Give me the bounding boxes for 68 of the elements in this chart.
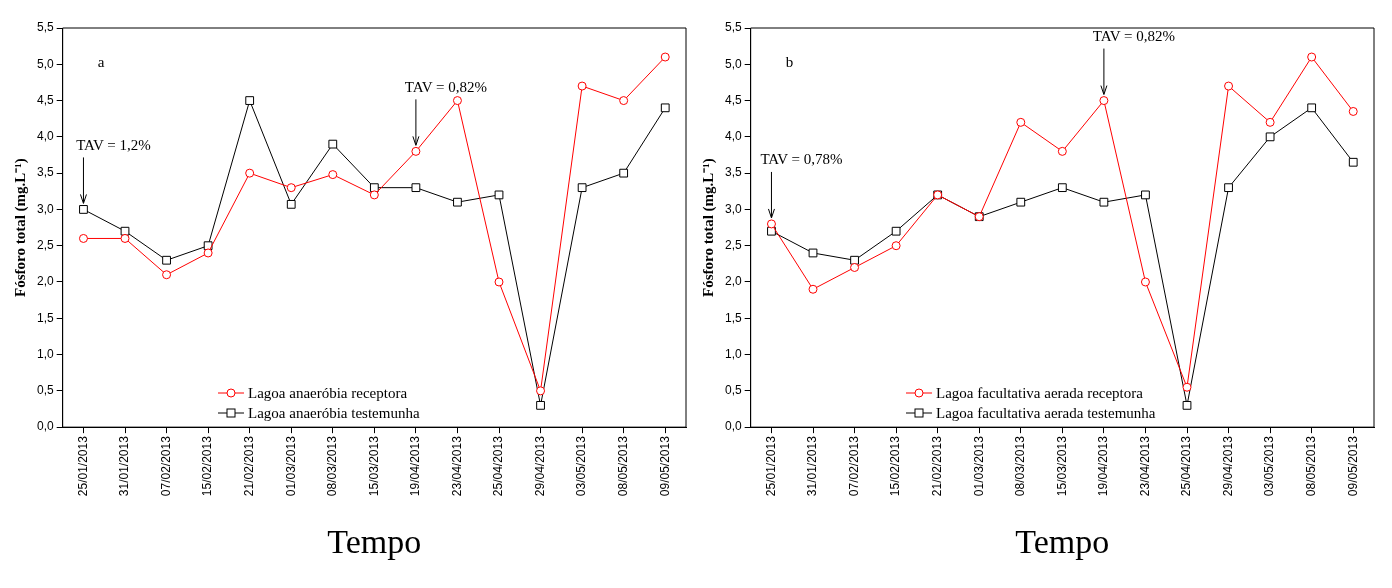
y-tick-label: 2,5 — [724, 238, 742, 253]
y-tick-label: 2,0 — [36, 274, 54, 289]
y-tick-label: 4,0 — [36, 129, 54, 144]
y-tick-label: 5,0 — [36, 56, 54, 71]
y-tick-label: 4,0 — [724, 129, 742, 144]
y-tick-label: 0,5 — [724, 383, 742, 398]
y-tick-label: 4,5 — [724, 92, 742, 107]
y-tick-label: 0,0 — [36, 419, 54, 434]
x-tick-label: 08/03/2013 — [1013, 435, 1028, 497]
x-tick-label: 29/04/2013 — [1220, 435, 1235, 497]
y-tick-label: 2,0 — [724, 274, 742, 289]
x-tick-label: 25/04/2013 — [1179, 435, 1194, 497]
x-tick-label: 15/02/2013 — [888, 435, 903, 497]
x-tick-label: 19/04/2013 — [408, 435, 423, 497]
y-tick-label: 2,5 — [36, 238, 54, 253]
x-tick-label: 07/02/2013 — [846, 435, 861, 497]
x-tick-label: 23/04/2013 — [449, 435, 464, 497]
y-tick-label: 3,0 — [36, 201, 54, 216]
y-tick-label: 0,5 — [36, 383, 54, 398]
y-tick-label: 5,5 — [36, 20, 54, 35]
y-axis-title: Fósforo total (mg.L⁻¹) — [11, 158, 29, 297]
x-tick-label: 07/02/2013 — [158, 435, 173, 497]
y-tick-label: 1,0 — [36, 346, 54, 361]
x-tick-label: 09/05/2013 — [657, 435, 672, 497]
y-tick-label: 1,0 — [724, 346, 742, 361]
y-axis-title: Fósforo total (mg.L⁻¹) — [699, 158, 717, 297]
y-tick-label: 0,0 — [724, 419, 742, 434]
x-tick-label: 08/05/2013 — [1303, 435, 1318, 497]
y-tick-label: 3,5 — [36, 165, 54, 180]
x-tick-label: 08/03/2013 — [325, 435, 340, 497]
annotation: TAV = 0,82% — [404, 78, 487, 95]
legend-label: Lagoa facultativa aerada receptora — [936, 384, 1143, 402]
x-tick-label: 21/02/2013 — [241, 435, 256, 497]
x-tick-label: 21/02/2013 — [929, 435, 944, 497]
x-tick-label: 15/03/2013 — [366, 435, 381, 497]
y-tick-label: 5,0 — [724, 56, 742, 71]
legend-label: Lagoa facultativa aerada testemunha — [936, 404, 1156, 422]
annotation: a — [97, 54, 105, 71]
annotation: TAV = 1,2% — [76, 136, 151, 153]
legend-label: Lagoa anaeróbia receptora — [248, 384, 408, 402]
x-axis-title: Tempo — [1015, 522, 1110, 560]
x-tick-label: 31/01/2013 — [805, 435, 820, 497]
y-tick-label: 3,5 — [724, 165, 742, 180]
x-axis-title: Tempo — [327, 522, 422, 560]
x-tick-label: 29/04/2013 — [532, 435, 547, 497]
x-tick-label: 15/03/2013 — [1054, 435, 1069, 497]
annotation: TAV = 0,82% — [1092, 28, 1175, 45]
x-tick-label: 15/02/2013 — [200, 435, 215, 497]
x-tick-label: 23/04/2013 — [1137, 435, 1152, 497]
x-tick-label: 01/03/2013 — [283, 435, 298, 497]
y-tick-label: 1,5 — [724, 310, 742, 325]
x-tick-label: 31/01/2013 — [117, 435, 132, 497]
y-tick-label: 3,0 — [724, 201, 742, 216]
x-tick-label: 01/03/2013 — [971, 435, 986, 497]
x-tick-label: 09/05/2013 — [1345, 435, 1360, 497]
x-tick-label: 25/04/2013 — [491, 435, 506, 497]
y-tick-label: 5,5 — [724, 20, 742, 35]
x-tick-label: 03/05/2013 — [1262, 435, 1277, 497]
y-tick-label: 4,5 — [36, 92, 54, 107]
annotation: b — [785, 54, 794, 71]
legend-label: Lagoa anaeróbia testemunha — [248, 404, 420, 422]
x-tick-label: 25/01/2013 — [75, 435, 90, 497]
x-tick-label: 03/05/2013 — [574, 435, 589, 497]
x-tick-label: 19/04/2013 — [1096, 435, 1111, 497]
y-tick-label: 1,5 — [36, 310, 54, 325]
annotation: TAV = 0,78% — [760, 151, 843, 168]
x-tick-label: 08/05/2013 — [615, 435, 630, 497]
x-tick-label: 25/01/2013 — [763, 435, 778, 497]
